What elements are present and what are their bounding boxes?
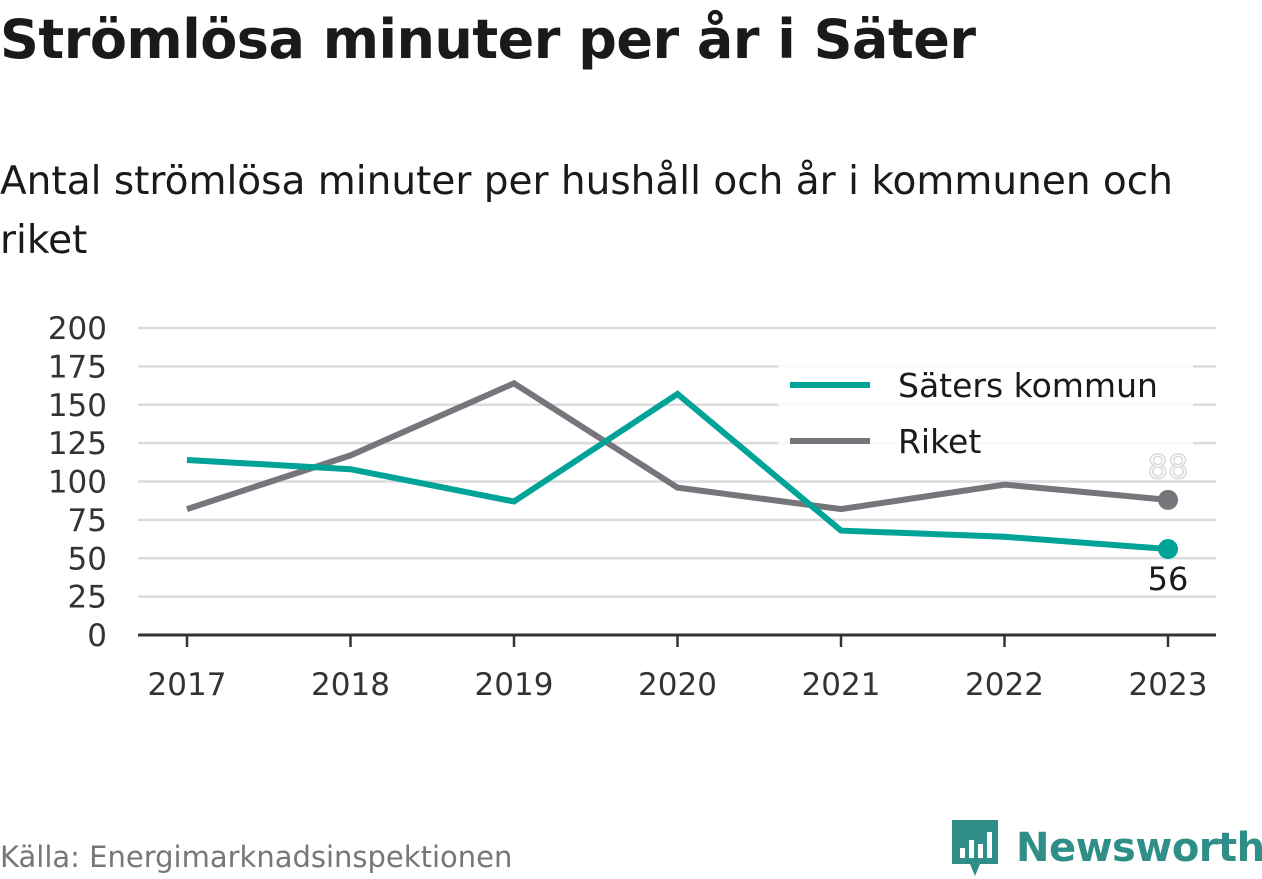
end-labels: 56 88: [1147, 447, 1189, 598]
x-tick-label: 2018: [311, 667, 390, 703]
y-tick-label: 100: [48, 465, 107, 501]
y-tick-label: 25: [68, 580, 107, 616]
x-tick-label: 2017: [148, 667, 227, 703]
legend-background: [778, 357, 1193, 469]
x-tick-label: 2019: [475, 667, 554, 703]
x-tick-label: 2022: [965, 667, 1044, 703]
end-value-label: 56: [1148, 560, 1189, 598]
legend-label: Riket: [898, 422, 981, 461]
series-lines: [186, 379, 1178, 560]
x-tick-label: 2020: [638, 667, 717, 703]
end-marker: [1158, 489, 1178, 510]
y-tick-label: 175: [48, 349, 107, 385]
x-axis-ticks: 2017 2018 2019 2020 2021 2022 2023: [148, 635, 1208, 703]
x-tick-label: 2023: [1129, 667, 1208, 703]
newsworthy-logo-icon: [952, 820, 998, 876]
chart-title: Strömlösa minuter per år i Säter: [0, 8, 976, 71]
end-value-label: 88: [1148, 448, 1189, 486]
x-tick-label: 2021: [802, 667, 881, 703]
chart-subtitle: Antal strömlösa minuter per hushåll och …: [0, 159, 1173, 263]
y-tick-label: 75: [68, 503, 107, 539]
y-tick-label: 150: [48, 388, 107, 424]
y-tick-label: 0: [87, 618, 107, 654]
y-tick-label: 200: [48, 311, 107, 347]
source-note: Källa: Energimarknadsinspektionen: [0, 840, 513, 874]
brand-name: Newsworthy: [1016, 825, 1262, 871]
end-marker: [1158, 539, 1178, 560]
legend-label: Säters kommun: [898, 366, 1158, 405]
y-tick-label: 50: [68, 541, 107, 577]
legend: Säters kommun Riket: [778, 357, 1193, 469]
brand-logo: Newsworthy: [950, 818, 1262, 878]
y-tick-label: 125: [48, 426, 107, 462]
